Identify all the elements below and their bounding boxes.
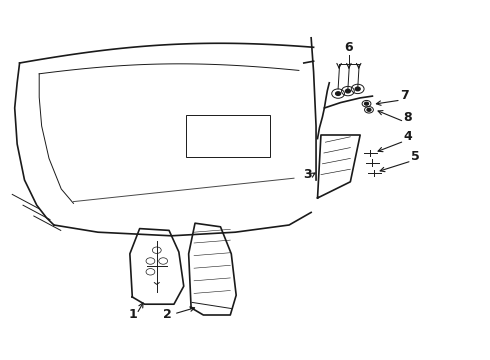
Text: 2: 2 (163, 307, 172, 320)
Circle shape (367, 108, 371, 111)
Circle shape (365, 102, 368, 105)
Circle shape (355, 87, 360, 91)
Text: 3: 3 (303, 168, 312, 181)
Text: 7: 7 (400, 89, 409, 102)
Text: 1: 1 (129, 307, 138, 320)
Bar (186, 115, 270, 157)
Text: 6: 6 (344, 41, 353, 54)
Circle shape (336, 92, 341, 95)
Text: 4: 4 (403, 130, 412, 143)
Circle shape (345, 89, 350, 93)
Text: 8: 8 (403, 111, 412, 123)
Text: 5: 5 (411, 150, 420, 163)
